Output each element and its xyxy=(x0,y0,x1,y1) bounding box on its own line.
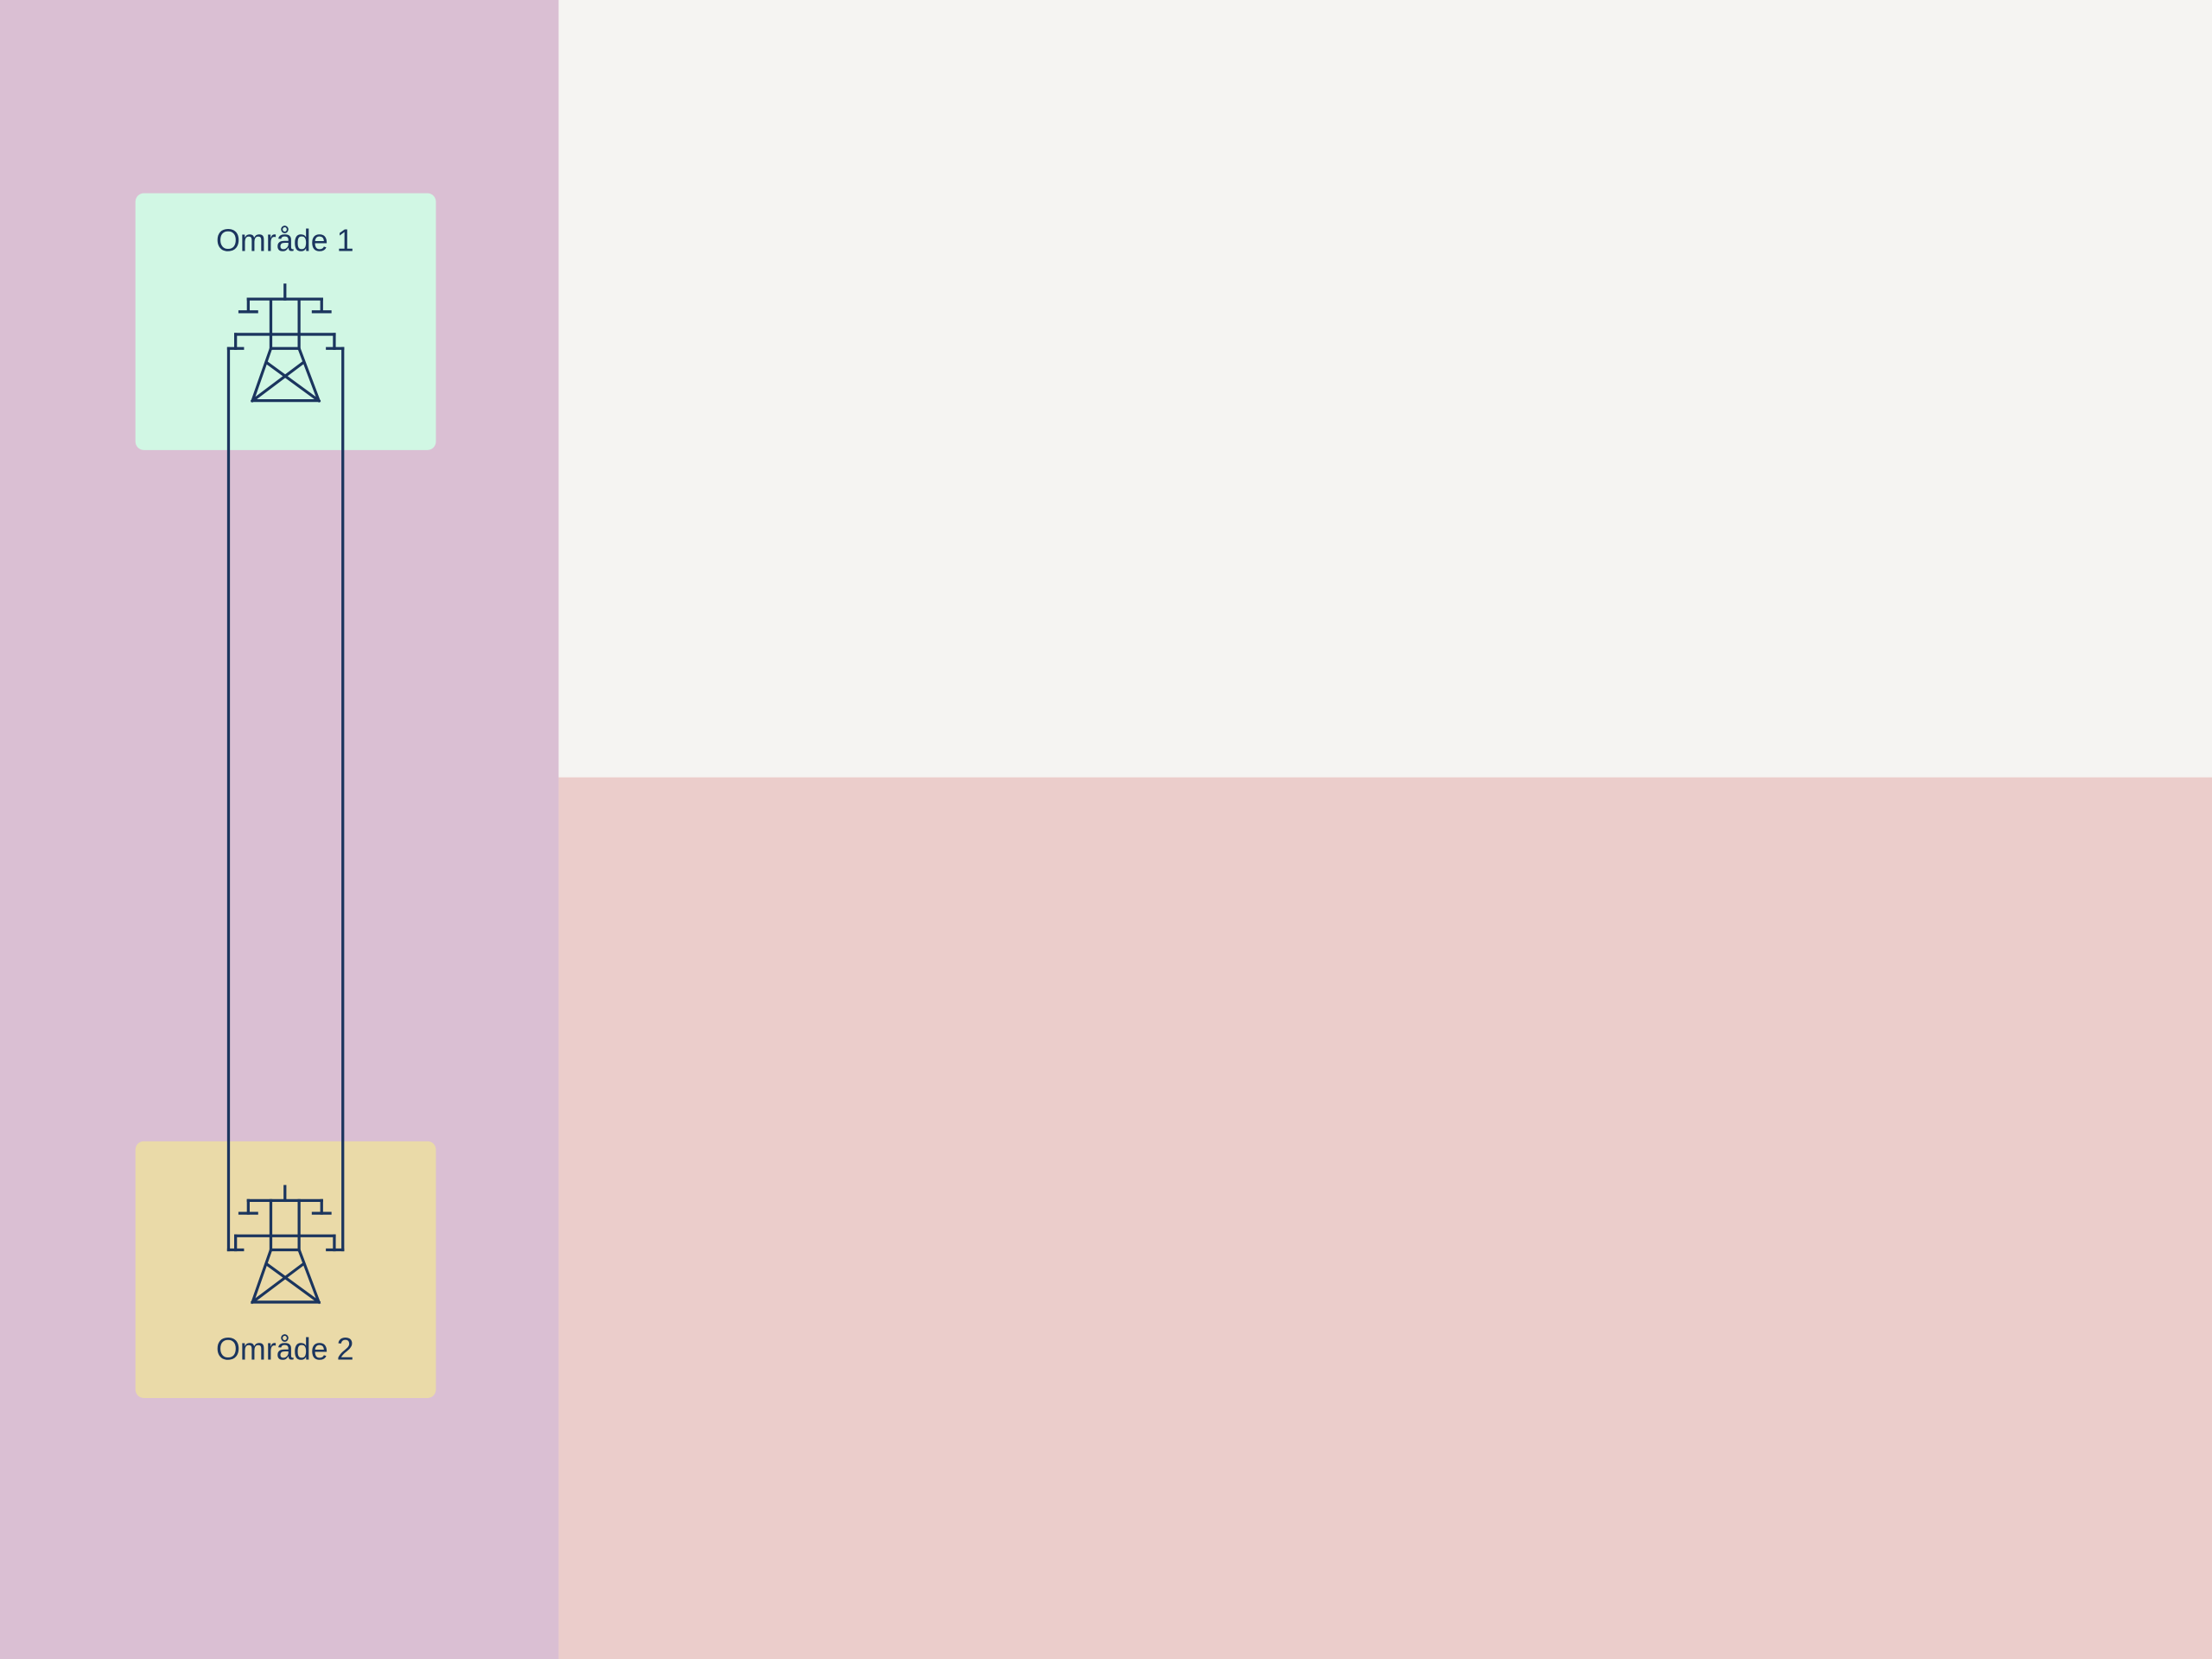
area-label: Område 2 xyxy=(216,1332,354,1367)
bottom-panel xyxy=(558,777,2212,1659)
area-box xyxy=(135,1141,436,1398)
top-panel xyxy=(558,0,2212,778)
area-label: Område 1 xyxy=(216,222,354,257)
area-box xyxy=(135,193,436,450)
